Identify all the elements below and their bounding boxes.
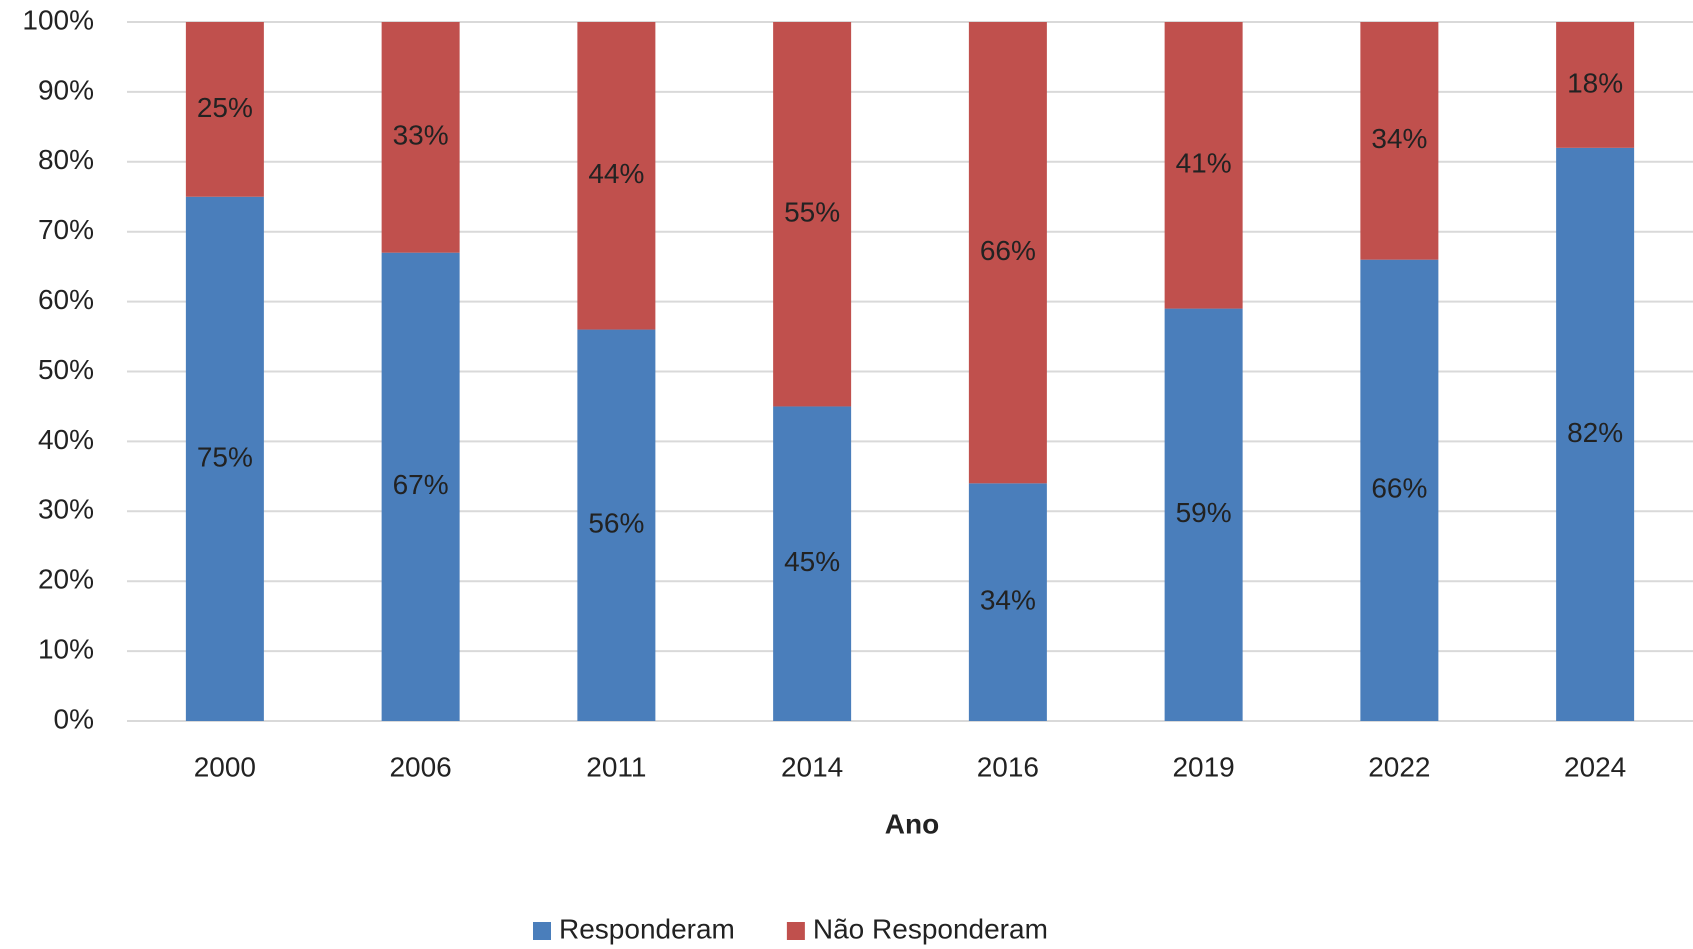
y-tick-label: 90%: [38, 74, 94, 105]
x-tick-label: 2024: [1564, 751, 1626, 782]
data-label: 18%: [1567, 67, 1623, 98]
bar-segment: [773, 406, 852, 721]
bar-segment: [1360, 259, 1439, 721]
bar-segment: [381, 252, 460, 722]
data-label: 66%: [980, 235, 1036, 266]
bar-segment: [968, 22, 1047, 484]
bar-segment: [577, 22, 656, 330]
bar-segment: [185, 196, 264, 721]
y-tick-label: 20%: [38, 564, 94, 595]
data-label: 75%: [197, 441, 253, 472]
x-tick-label: 2019: [1172, 751, 1234, 782]
bar-segment: [773, 22, 852, 407]
legend-swatch: [533, 922, 551, 940]
bar-segment: [577, 329, 656, 721]
bar-segment: [1164, 22, 1243, 309]
y-tick-label: 70%: [38, 214, 94, 245]
bar-segment: [1556, 22, 1635, 148]
y-tick-label: 30%: [38, 494, 94, 525]
data-label: 66%: [1371, 473, 1427, 504]
data-label: 82%: [1567, 417, 1623, 448]
data-label: 33%: [393, 120, 449, 151]
data-label: 44%: [588, 158, 644, 189]
bar-segment: [1164, 308, 1243, 721]
data-label: 55%: [784, 197, 840, 228]
y-tick-label: 40%: [38, 424, 94, 455]
data-label: 56%: [588, 508, 644, 539]
bar-segment: [185, 22, 264, 197]
y-tick-label: 0%: [54, 703, 94, 734]
data-label: 41%: [1176, 148, 1232, 179]
data-label: 25%: [197, 92, 253, 123]
bar-segment: [1360, 22, 1439, 260]
bar-segment: [968, 483, 1047, 721]
data-label: 34%: [980, 585, 1036, 616]
x-tick-label: 2011: [586, 751, 646, 782]
x-axis-label: Ano: [885, 808, 939, 839]
y-tick-label: 50%: [38, 354, 94, 385]
bar-segment: [381, 22, 460, 253]
legend-swatch: [786, 922, 805, 940]
y-tick-label: 100%: [22, 4, 94, 35]
data-label: 59%: [1176, 497, 1232, 528]
bar-segment: [1556, 147, 1635, 721]
x-tick-label: 2016: [977, 751, 1039, 782]
y-tick-label: 80%: [38, 144, 94, 175]
x-tick-label: 2014: [781, 751, 843, 782]
legend-label: Responderam: [559, 913, 735, 944]
data-label: 34%: [1371, 123, 1427, 154]
y-tick-label: 10%: [38, 633, 94, 664]
data-label: 45%: [784, 546, 840, 577]
y-tick-label: 60%: [38, 284, 94, 315]
data-label: 67%: [393, 469, 449, 500]
x-tick-label: 2022: [1368, 751, 1430, 782]
legend-label: Não Responderam: [813, 913, 1048, 944]
x-tick-label: 2000: [194, 751, 256, 782]
x-tick-label: 2006: [389, 751, 451, 782]
